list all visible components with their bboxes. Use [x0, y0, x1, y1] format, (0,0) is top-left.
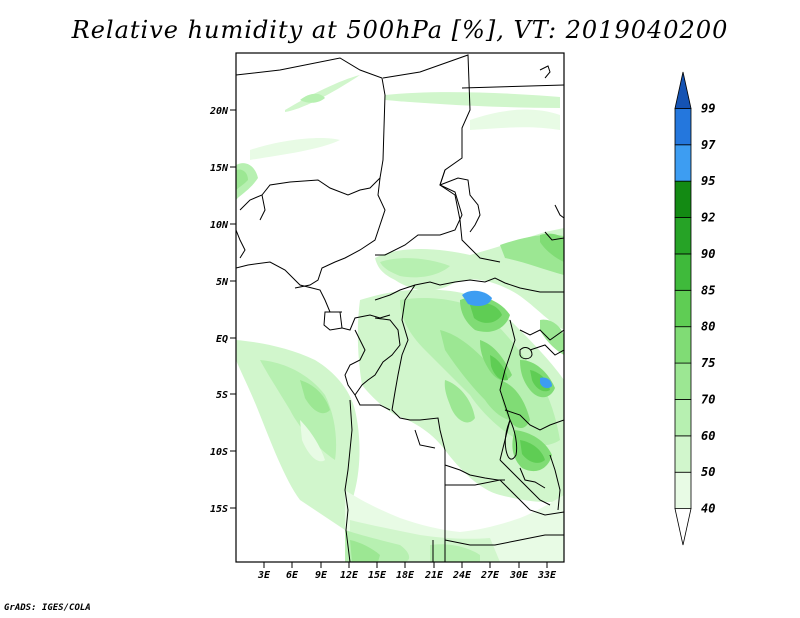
lon-label: 27E: [480, 570, 500, 581]
lon-label: 9E: [315, 570, 328, 581]
country-borders: [236, 54, 564, 562]
longitude-axis: 3E 6E 9E 12E 15E 18E 21E 24E 27E 30E 33E: [257, 562, 557, 581]
lon-label: 3E: [257, 570, 271, 581]
humidity-shading: [236, 75, 564, 562]
colorbar-segment: [674, 326, 692, 364]
colorbar-label: 60: [701, 429, 715, 443]
lon-label: 12E: [340, 570, 359, 581]
lat-label: 5N: [216, 277, 229, 288]
lat-label: 5S: [216, 390, 228, 401]
lat-label: 20N: [209, 106, 229, 117]
colorbar-label: 75: [701, 356, 715, 370]
colorbar-lower-triangle: [674, 508, 692, 546]
colorbar-segment: [674, 362, 692, 400]
colorbar-segment: [674, 399, 692, 437]
lon-label: 24E: [452, 570, 472, 581]
colorbar-segment: [674, 217, 692, 255]
lat-label: 10S: [210, 447, 228, 458]
lat-label: 15S: [210, 504, 228, 515]
colorbar-label: 70: [701, 392, 715, 406]
lon-label: 21E: [424, 570, 444, 581]
colorbar-label: 85: [701, 283, 715, 297]
colorbar-label: 97: [701, 138, 716, 152]
colorbar-segment: [674, 180, 692, 218]
colorbar-segment: [674, 289, 692, 328]
colorbar-segment: [674, 435, 692, 473]
lon-label: 18E: [396, 570, 415, 581]
lon-label: 15E: [368, 570, 387, 581]
lat-label: 10N: [210, 220, 229, 231]
colorbar-segment: [674, 253, 692, 291]
lon-label: 33E: [537, 570, 557, 581]
map-frame: [235, 52, 565, 563]
colorbar-label: 40: [701, 502, 715, 516]
colorbar-label: 90: [701, 247, 715, 261]
lat-label: 15N: [210, 163, 229, 174]
credit-text: GrADS: IGES/COLA: [4, 603, 91, 613]
colorbar-label: 80: [701, 320, 715, 334]
colorbar-label: 92: [701, 211, 715, 225]
colorbar: 40 50 60 70 75 80 85 90 92 95 97 99: [674, 71, 716, 546]
colorbar-upper-triangle: [674, 71, 692, 109]
map-title: Relative humidity at 500hPa [%], VT: 201…: [71, 16, 729, 44]
colorbar-label: 95: [701, 174, 715, 188]
colorbar-label: 99: [701, 101, 715, 115]
colorbar-segment: [674, 107, 692, 146]
latitude-axis: 20N 15N 10N 5N EQ 5S 10S 15S: [209, 106, 236, 515]
lon-label: 6E: [286, 570, 299, 581]
colorbar-segment: [674, 144, 692, 182]
lat-label: EQ: [216, 334, 228, 345]
colorbar-segment: [674, 471, 692, 510]
lon-label: 30E: [509, 570, 529, 581]
colorbar-label: 50: [701, 465, 715, 479]
